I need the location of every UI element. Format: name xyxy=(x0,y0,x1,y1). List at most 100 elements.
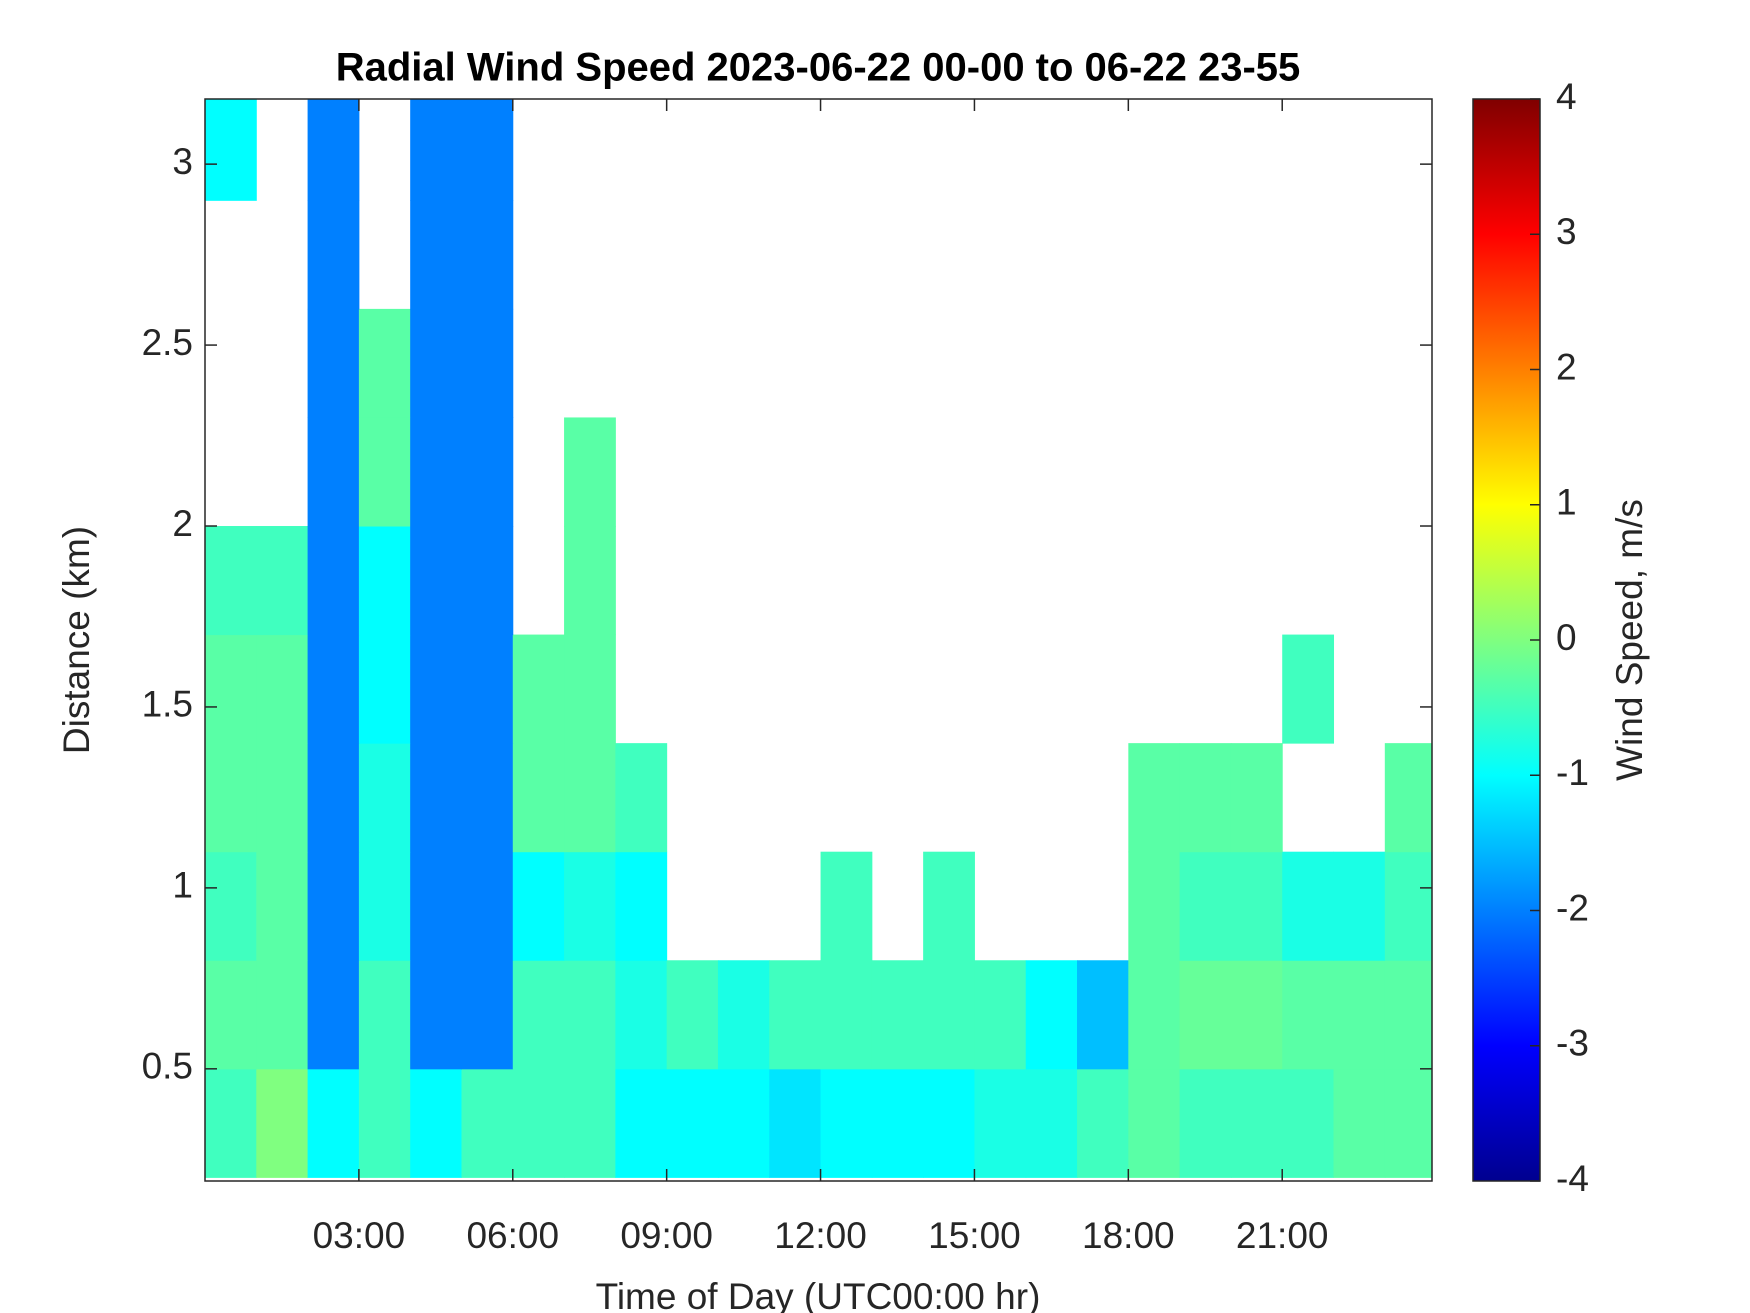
heatmap-cell xyxy=(615,743,668,853)
colorbar-tick-label: -1 xyxy=(1556,752,1589,793)
heatmap-cell xyxy=(461,960,514,1070)
heatmap-cell xyxy=(871,960,924,1070)
heatmap-cell xyxy=(256,851,309,961)
heatmap-cell xyxy=(461,417,514,527)
heatmap-cell xyxy=(1333,960,1386,1070)
heatmap-cell xyxy=(410,99,462,201)
heatmap-cell xyxy=(205,851,257,961)
colorbar xyxy=(1472,98,1541,1182)
y-tick-label: 1 xyxy=(172,865,193,906)
heatmap-cell xyxy=(564,851,616,961)
heatmap-cell xyxy=(1333,851,1386,961)
y-tick-label: 0.5 xyxy=(142,1046,193,1087)
heatmap-cell xyxy=(1230,851,1283,961)
heatmap-cell xyxy=(410,743,462,853)
heatmap-cell xyxy=(1077,960,1129,1070)
colorbar-label: Wind Speed, m/s xyxy=(1609,499,1650,781)
heatmap-cell xyxy=(512,851,565,961)
heatmap-cell xyxy=(564,1068,616,1178)
heatmap-cell xyxy=(307,417,360,527)
heatmap-cell xyxy=(1282,634,1335,744)
heatmap-cell xyxy=(1384,1068,1432,1178)
heatmap-cell xyxy=(461,851,514,961)
heatmap-cell xyxy=(1077,1068,1129,1178)
colorbar-tick-label: 0 xyxy=(1556,617,1577,658)
y-tick-label: 3 xyxy=(172,141,193,182)
heatmap-cell xyxy=(358,526,411,636)
heatmap-cell xyxy=(1282,1068,1335,1178)
heatmap-cell xyxy=(307,200,360,310)
heatmap-cell xyxy=(307,526,360,636)
heatmap-cell xyxy=(564,634,616,744)
heatmap-cell xyxy=(666,1068,719,1178)
heatmap-cell xyxy=(205,526,257,636)
heatmap-cell xyxy=(717,1068,770,1178)
x-axis-label: Time of Day (UTC00:00 hr) xyxy=(596,1276,1041,1313)
heatmap-cell xyxy=(512,1068,565,1178)
colorbar-tick-label: 1 xyxy=(1556,482,1577,523)
heatmap-cell xyxy=(307,634,360,744)
colorbar-tick-label: 3 xyxy=(1556,211,1577,252)
heatmap-cell xyxy=(358,1068,411,1178)
heatmap-cell xyxy=(717,960,770,1070)
heatmap-cell xyxy=(564,960,616,1070)
heatmap-cell xyxy=(307,960,360,1070)
heatmap-cell xyxy=(923,960,975,1070)
heatmap-cell xyxy=(1128,851,1181,961)
heatmap-cell xyxy=(820,960,873,1070)
heatmap-cell xyxy=(461,526,514,636)
heatmap-cell xyxy=(1025,1068,1078,1178)
heatmap-cell xyxy=(461,1068,514,1178)
heatmap-cell xyxy=(923,1068,975,1178)
heatmap-cell xyxy=(1179,960,1232,1070)
heatmap-cell xyxy=(1128,1068,1181,1178)
heatmap-cell xyxy=(974,960,1027,1070)
heatmap-cell xyxy=(974,1068,1027,1178)
heatmap-cell xyxy=(512,743,565,853)
colorbar-tick-label: -2 xyxy=(1556,887,1589,928)
heatmap-cell xyxy=(769,960,822,1070)
heatmap-cell xyxy=(820,851,873,961)
y-axis-label: Distance (km) xyxy=(56,526,97,754)
heatmap-cell xyxy=(256,634,309,744)
heatmap-cell xyxy=(256,960,309,1070)
heatmap-cell xyxy=(307,1068,360,1178)
heatmap-cell xyxy=(358,634,411,744)
heatmap-cell xyxy=(205,743,257,853)
heatmap-cell xyxy=(615,960,668,1070)
heatmap-cell xyxy=(615,1068,668,1178)
heatmap-cell xyxy=(358,417,411,527)
heatmap-cell xyxy=(358,960,411,1070)
heatmap-cell xyxy=(307,743,360,853)
chart-title: Radial Wind Speed 2023-06-22 00-00 to 06… xyxy=(336,46,1301,90)
colorbar-tick-label: 4 xyxy=(1556,76,1577,117)
heatmap-cell xyxy=(461,99,514,201)
heatmap-cell xyxy=(461,634,514,744)
heatmap-cell xyxy=(564,743,616,853)
heatmap-cell xyxy=(1230,743,1283,853)
heatmap-cell xyxy=(410,634,462,744)
heatmap-cell xyxy=(307,308,360,418)
x-tick-label: 15:00 xyxy=(928,1215,1021,1256)
heatmap-cell xyxy=(307,851,360,961)
heatmap-cell xyxy=(1384,960,1432,1070)
heatmap-cell xyxy=(256,526,309,636)
heatmap-cell xyxy=(1282,960,1335,1070)
heatmap-cell xyxy=(461,308,514,418)
heatmap-cell xyxy=(410,960,462,1070)
heatmap-cell xyxy=(205,1068,257,1178)
heatmap-cell xyxy=(358,743,411,853)
y-tick-label: 2 xyxy=(172,503,193,544)
heatmap-cell xyxy=(256,1068,309,1178)
heatmap-cell xyxy=(512,960,565,1070)
heatmap-cell xyxy=(923,851,975,961)
x-tick-label: 18:00 xyxy=(1082,1215,1175,1256)
heatmap-cell xyxy=(410,851,462,961)
heatmap-cell xyxy=(1179,1068,1232,1178)
heatmap-cell xyxy=(461,743,514,853)
heatmap-cell xyxy=(461,200,514,310)
heatmap-cell xyxy=(1230,960,1283,1070)
colorbar-tick-label: 2 xyxy=(1556,346,1577,387)
plot-frame xyxy=(204,98,1433,1182)
